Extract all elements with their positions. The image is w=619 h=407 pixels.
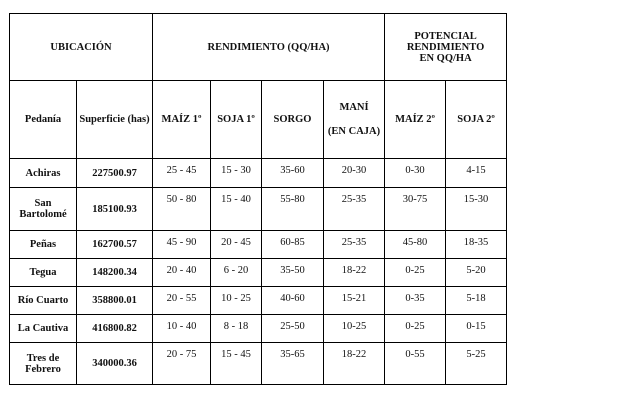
cell-soja1: 8 - 18 [210, 314, 263, 343]
table-row: Tres de Febrero 340000.36 20 - 75 15 - 45 35… [9, 342, 508, 385]
cell-soja2: 5-20 [445, 258, 508, 287]
cell-superficie: 227500.97 [75, 158, 154, 188]
cell-maiz2: 0-35 [384, 286, 447, 315]
cell-soja2: 18-35 [445, 230, 508, 259]
cell-maiz2: 0-55 [384, 342, 447, 385]
cell-soja2: 0-15 [445, 314, 508, 343]
cell-sorgo: 40-60 [261, 286, 325, 315]
cell-pedania: San Bartolomé [9, 187, 77, 231]
cell-pedania: Achiras [9, 158, 77, 188]
cell-maiz1: 45 - 90 [152, 230, 212, 259]
cell-superficie: 358800.01 [75, 286, 154, 315]
table-row: Peñas 162700.57 45 - 90 20 - 45 60-85 25-35 45… [9, 230, 508, 259]
col-soja2: SOJA 2º [445, 80, 508, 159]
cell-mani: 18-22 [323, 342, 386, 385]
cell-sorgo: 60-85 [261, 230, 325, 259]
cell-soja2: 5-18 [445, 286, 508, 315]
table-row: Río Cuarto 358800.01 20 - 55 10 - 25 40-60 15… [9, 286, 508, 315]
cell-sorgo: 35-65 [261, 342, 325, 385]
cell-soja1: 15 - 45 [210, 342, 263, 385]
cell-maiz2: 0-30 [384, 158, 447, 188]
cell-soja1: 20 - 45 [210, 230, 263, 259]
cell-soja2: 4-15 [445, 158, 508, 188]
col-superficie: Superficie (has) [75, 80, 154, 159]
col-maiz2: MAÍZ 2º [384, 80, 447, 159]
cell-pedania: Peñas [9, 230, 77, 259]
cell-soja1: 15 - 40 [210, 187, 263, 231]
cell-sorgo: 35-60 [261, 158, 325, 188]
cell-soja2: 5-25 [445, 342, 508, 385]
col-mani-line2: (EN CAJA) [327, 125, 381, 137]
cell-maiz1: 20 - 75 [152, 342, 212, 385]
cell-maiz1: 10 - 40 [152, 314, 212, 343]
cell-pedania: Tegua [9, 258, 77, 287]
cell-soja1: 15 - 30 [210, 158, 263, 188]
cell-mani: 20-30 [323, 158, 386, 188]
col-sorgo: SORGO [261, 80, 325, 159]
col-mani: MANÍ (EN CAJA) [323, 80, 386, 159]
cell-pedania: Tres de Febrero [9, 342, 77, 385]
cell-superficie: 185100.93 [75, 187, 154, 231]
header-rendimiento: RENDIMIENTO (QQ/HA) [152, 13, 386, 81]
cell-mani: 15-21 [323, 286, 386, 315]
table-row: Achiras 227500.97 25 - 45 15 - 30 35-60 20-30… [9, 158, 508, 188]
cell-soja1: 6 - 20 [210, 258, 263, 287]
cell-maiz2: 0-25 [384, 258, 447, 287]
cell-maiz1: 20 - 55 [152, 286, 212, 315]
cell-superficie: 416800.82 [75, 314, 154, 343]
col-maiz1: MAÍZ 1º [152, 80, 212, 159]
cell-pedania: La Cautiva [9, 314, 77, 343]
cell-pedania: Río Cuarto [9, 286, 77, 315]
cell-superficie: 162700.57 [75, 230, 154, 259]
cell-maiz1: 25 - 45 [152, 158, 212, 188]
cell-soja2: 15-30 [445, 187, 508, 231]
cell-superficie: 148200.34 [75, 258, 154, 287]
yield-table: UBICACIÓN RENDIMIENTO (QQ/HA) POTENCIAL … [8, 13, 508, 385]
cell-sorgo: 35-50 [261, 258, 325, 287]
cell-mani: 25-35 [323, 187, 386, 231]
cell-superficie: 340000.36 [75, 342, 154, 385]
table-row: La Cautiva 416800.82 10 - 40 8 - 18 25-50 10-… [9, 314, 508, 343]
col-mani-line1: MANÍ [339, 101, 369, 113]
cell-sorgo: 25-50 [261, 314, 325, 343]
col-soja1: SOJA 1º [210, 80, 263, 159]
table-row: San Bartolomé 185100.93 50 - 80 15 - 40 55-8… [9, 187, 508, 231]
table-row: Tegua 148200.34 20 - 40 6 - 20 35-50 18-22 0-2… [9, 258, 508, 287]
cell-mani: 10-25 [323, 314, 386, 343]
cell-maiz1: 50 - 80 [152, 187, 212, 231]
cell-sorgo: 55-80 [261, 187, 325, 231]
cell-maiz1: 20 - 40 [152, 258, 212, 287]
col-pedania: Pedanía [9, 80, 77, 159]
header-potencial: POTENCIAL RENDIMIENTO EN QQ/HA [384, 13, 508, 81]
cell-mani: 18-22 [323, 258, 386, 287]
header-ubicacion: UBICACIÓN [8, 13, 154, 81]
cell-maiz2: 30-75 [384, 187, 447, 231]
cell-maiz2: 0-25 [384, 314, 447, 343]
cell-maiz2: 45-80 [384, 230, 447, 259]
cell-mani: 25-35 [323, 230, 386, 259]
cell-soja1: 10 - 25 [210, 286, 263, 315]
